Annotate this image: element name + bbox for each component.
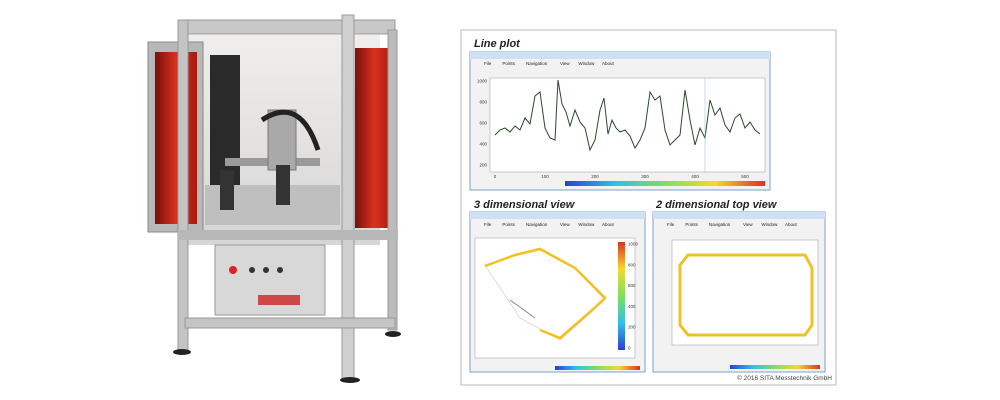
view-title: Line plot: [474, 38, 521, 50]
x-tick-label: 0: [494, 174, 497, 179]
window-line-plot: [469, 51, 771, 191]
menu-item: About: [602, 61, 615, 66]
menu-item: About: [785, 222, 798, 227]
menu-item: Points: [502, 222, 515, 227]
menu-item: View: [560, 61, 570, 66]
copyright: © 2016 SITA Messtechnik GmbH: [737, 374, 832, 382]
colorbar-label: 800: [628, 262, 636, 267]
colorbar-label: 1000: [628, 242, 639, 247]
x-tick-label: 200: [591, 174, 599, 179]
menu-item: View: [560, 222, 570, 227]
view-title: 2 dimensional top view: [655, 199, 778, 211]
menu-item: Window: [578, 61, 595, 66]
menu-item: File: [484, 222, 492, 227]
y-tick-label: 600: [479, 121, 487, 126]
y-tick-label: 200: [479, 163, 487, 168]
y-tick-label: 1000: [477, 79, 488, 84]
y-tick-label: 400: [479, 142, 487, 147]
menu-item: Points: [502, 61, 515, 66]
menu-item: Window: [578, 222, 595, 227]
colorbar-label: 200: [628, 325, 636, 330]
colorbar-label: 400: [628, 304, 636, 309]
menu-item: Navigation: [526, 61, 548, 66]
colorbar-label: 600: [628, 283, 636, 288]
view-title: 3 dimensional view: [474, 199, 576, 211]
window-3d-view: [469, 211, 646, 373]
window-2d-view: [652, 211, 826, 373]
menu-item: View: [743, 222, 753, 227]
x-tick-label: 300: [641, 174, 649, 179]
x-tick-label: 100: [541, 174, 549, 179]
menu-item: Window: [761, 222, 778, 227]
menu-item: Points: [685, 222, 698, 227]
menu-item: File: [667, 222, 675, 227]
menu-item: Navigation: [526, 222, 548, 227]
colorbar-label: 0: [628, 346, 631, 351]
menu-item: About: [602, 222, 615, 227]
machine-photo: [147, 14, 401, 383]
menu-item: File: [484, 61, 492, 66]
menu-item: Navigation: [709, 222, 731, 227]
x-tick-label: 500: [741, 174, 749, 179]
y-tick-label: 800: [479, 100, 487, 105]
x-tick-label: 400: [691, 174, 699, 179]
